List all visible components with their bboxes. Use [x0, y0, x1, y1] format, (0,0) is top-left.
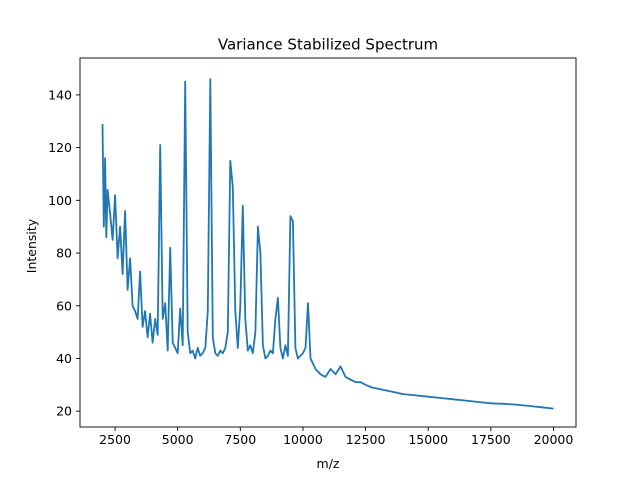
y-tick-label: 100 — [48, 193, 72, 208]
y-axis: 20 40 60 80 100 120 140 — [48, 87, 80, 419]
x-tick-label: 2500 — [99, 432, 131, 447]
y-tick-label: 60 — [56, 298, 72, 313]
plot-area — [101, 78, 554, 410]
x-tick-label: 10000 — [283, 432, 323, 447]
y-tick-label: 40 — [56, 351, 72, 366]
y-tick-label: 80 — [56, 246, 72, 261]
y-tick-label: 20 — [56, 404, 72, 419]
chart-title: Variance Stabilized Spectrum — [218, 36, 438, 54]
plot-frame — [79, 57, 577, 428]
x-axis-label: m/z — [317, 456, 340, 471]
x-axis: 2500 5000 7500 10000 12500 15000 17500 20000 — [99, 427, 573, 447]
x-tick-label: 20000 — [534, 432, 574, 447]
y-tick-label: 140 — [48, 87, 72, 102]
x-tick-label: 15000 — [408, 432, 448, 447]
x-tick-label: 7500 — [224, 432, 256, 447]
series-line — [101, 78, 554, 410]
y-axis-label: Intensity — [24, 218, 39, 273]
x-tick-label: 5000 — [162, 432, 194, 447]
x-tick-label: 17500 — [471, 432, 511, 447]
y-tick-label: 120 — [48, 140, 72, 155]
x-tick-label: 12500 — [346, 432, 386, 447]
